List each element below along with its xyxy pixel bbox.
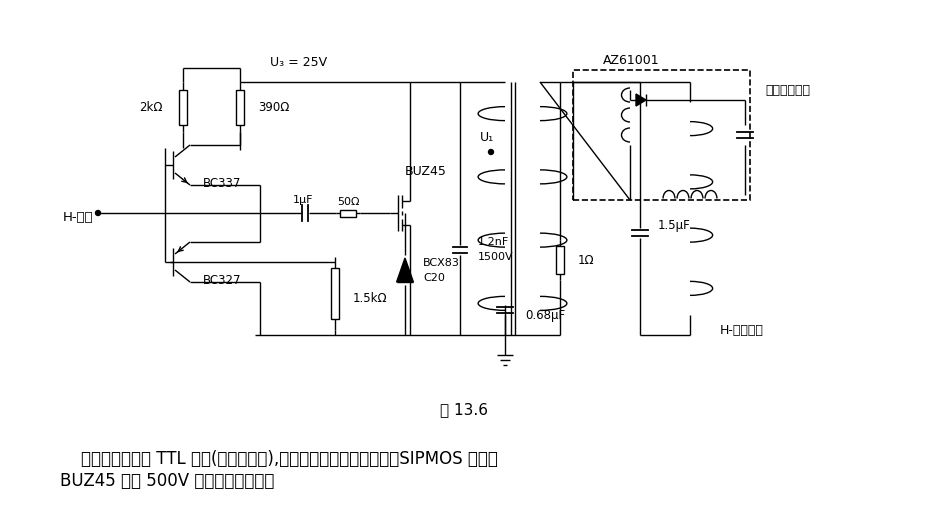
Text: 390Ω: 390Ω	[258, 100, 289, 114]
Bar	[235, 90, 244, 124]
Text: 1μF: 1μF	[292, 195, 313, 205]
Text: 电路输入端可接 TTL 器件(集电极开路),采用互补晶体管作驱动级。SIPMOS 晶体管: 电路输入端可接 TTL 器件(集电极开路),采用互补晶体管作驱动级。SIPMOS…	[60, 450, 498, 468]
Text: 0.68μF: 0.68μF	[525, 309, 565, 321]
Bar	[331, 268, 338, 319]
Bar	[572, 70, 749, 200]
Circle shape	[488, 150, 493, 155]
Text: BCX83: BCX83	[423, 258, 460, 268]
Text: 1500V: 1500V	[477, 252, 513, 262]
Text: C20: C20	[423, 273, 444, 283]
Circle shape	[95, 210, 100, 216]
Text: BUZ45 具有 500V 的阻断电压能力。: BUZ45 具有 500V 的阻断电压能力。	[60, 472, 274, 490]
Text: H-控制: H-控制	[62, 210, 93, 224]
Text: 1.2nF: 1.2nF	[477, 237, 509, 247]
Text: 高压至显象管: 高压至显象管	[764, 83, 809, 97]
Text: 1Ω: 1Ω	[578, 253, 594, 267]
Bar	[339, 210, 356, 217]
Text: 2kΩ: 2kΩ	[139, 100, 163, 114]
Text: BC337: BC337	[203, 176, 241, 190]
Text: U₃ = 25V: U₃ = 25V	[270, 56, 327, 68]
Polygon shape	[635, 94, 645, 106]
Bar	[179, 90, 187, 124]
Text: 1.5μF: 1.5μF	[657, 218, 690, 232]
Text: 图 13.6: 图 13.6	[439, 402, 488, 417]
Text: BUZ45: BUZ45	[404, 165, 447, 177]
Text: 50Ω: 50Ω	[337, 197, 359, 207]
Text: BC327: BC327	[203, 273, 241, 287]
Text: AZ61001: AZ61001	[603, 54, 659, 66]
Text: U₁: U₁	[479, 131, 493, 143]
Bar	[555, 246, 564, 274]
Text: 1.5kΩ: 1.5kΩ	[352, 292, 387, 305]
Text: H-偏转线圈: H-偏转线圈	[719, 323, 763, 337]
Polygon shape	[396, 258, 413, 282]
